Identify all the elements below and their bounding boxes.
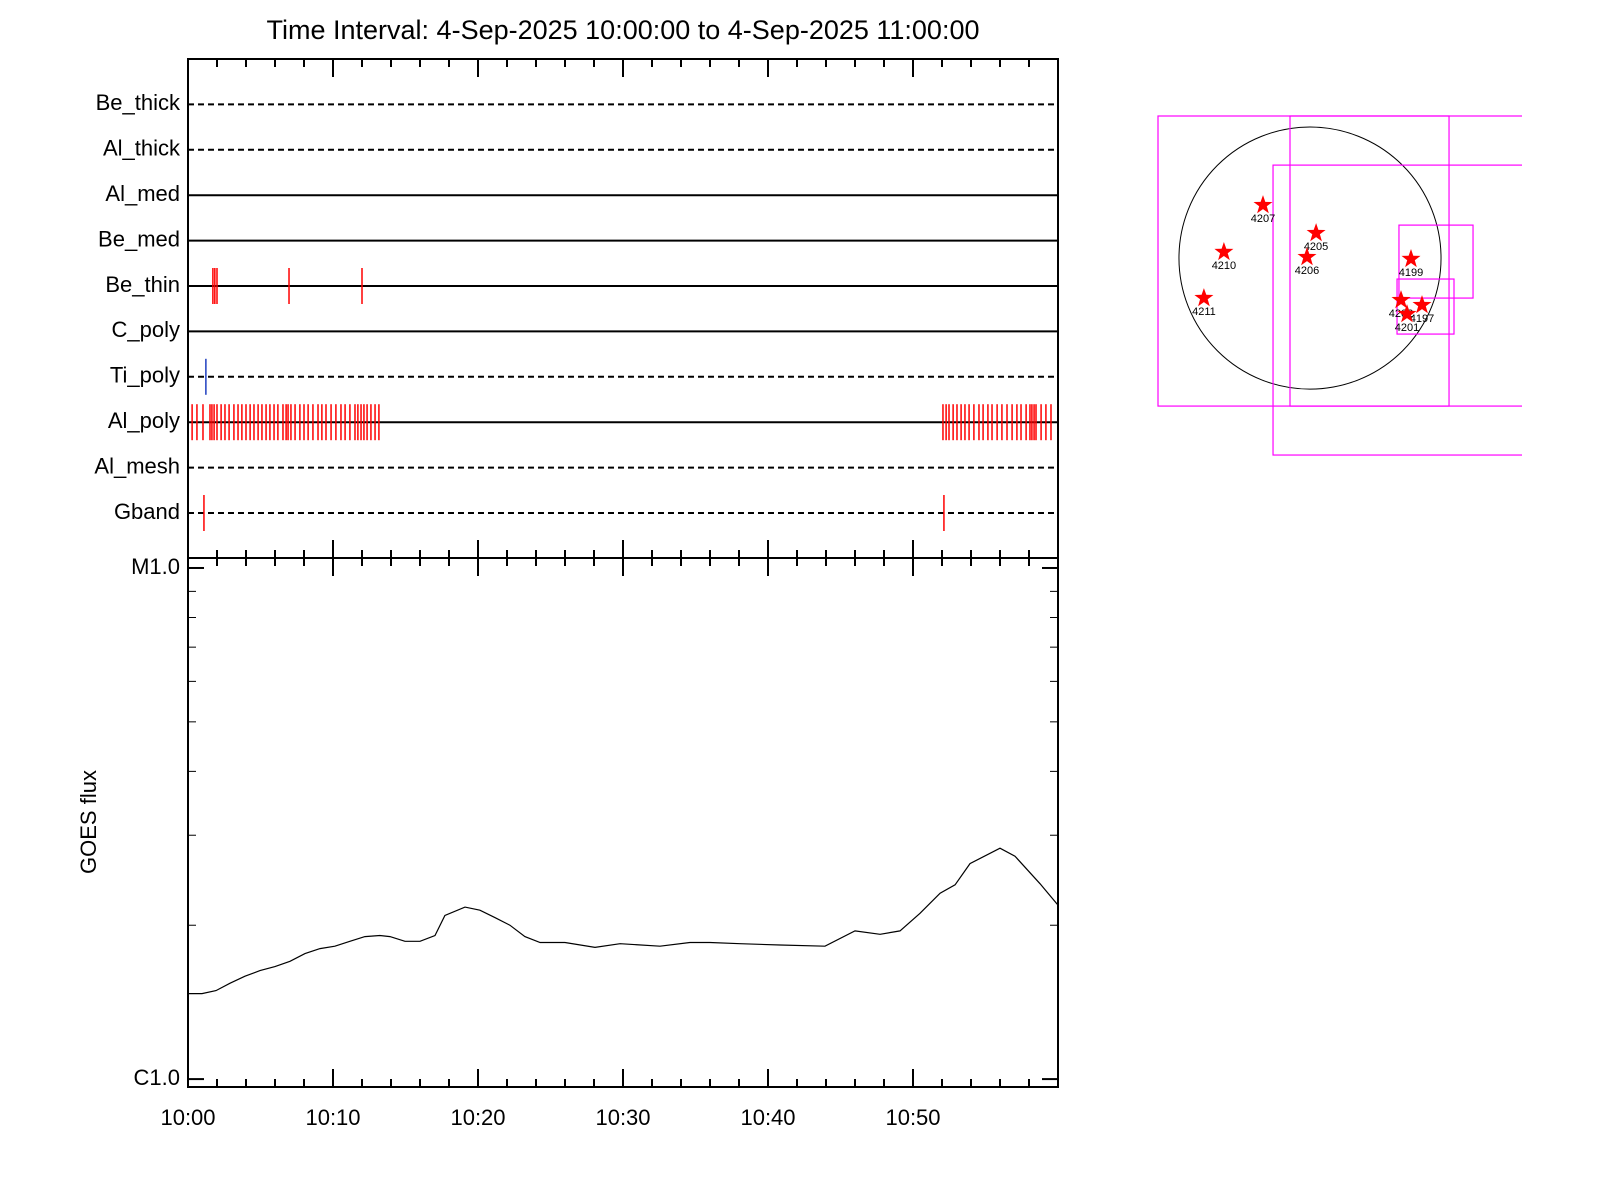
region-marker [1306, 223, 1326, 242]
channel-label: Al_med [105, 181, 180, 206]
channel-label: Be_thick [96, 90, 181, 115]
fov-box [1289, 115, 1522, 407]
x-tick-label: 10:30 [595, 1105, 650, 1130]
channel-label: Al_thick [103, 136, 181, 161]
region-marker [1391, 290, 1411, 309]
flux-frame [187, 557, 1059, 1088]
y-tick-label: C1.0 [134, 1065, 180, 1090]
region-label: 4201 [1395, 322, 1419, 334]
region-marker [1253, 195, 1273, 214]
fov-box [1398, 224, 1474, 299]
region-label: 4205 [1304, 241, 1328, 253]
y-axis-label: GOES flux [76, 770, 101, 874]
region-label: 4211 [1192, 306, 1216, 318]
region-marker [1412, 295, 1432, 314]
x-tick-label: 10:40 [740, 1105, 795, 1130]
chart-title: Time Interval: 4-Sep-2025 10:00:00 to 4-… [267, 15, 980, 45]
channel-label: Be_med [98, 226, 180, 251]
channel-label: Be_thin [105, 272, 180, 297]
channel-label: Al_mesh [94, 453, 180, 478]
channel-label: Al_poly [108, 408, 180, 433]
solar-disk [1178, 126, 1442, 390]
x-tick-label: 10:10 [305, 1105, 360, 1130]
region-label: 4210 [1212, 260, 1236, 272]
flux-line [188, 847, 1059, 995]
x-tick-label: 10:50 [885, 1105, 940, 1130]
channel-label: Ti_poly [110, 363, 180, 388]
region-label: 4207 [1251, 213, 1275, 225]
region-marker [1214, 242, 1234, 261]
x-tick-label: 10:20 [450, 1105, 505, 1130]
fov-box [1272, 164, 1522, 456]
region-marker [1194, 288, 1214, 307]
region-label: 4206 [1295, 265, 1319, 277]
channel-label: Gband [114, 499, 180, 524]
region-label: 4199 [1399, 267, 1423, 279]
region-marker [1401, 249, 1421, 268]
region-marker [1397, 304, 1417, 323]
channel-label: C_poly [112, 317, 180, 342]
x-tick-label: 10:00 [160, 1105, 215, 1130]
region-marker [1297, 247, 1317, 266]
timeline-frame [187, 58, 1059, 559]
region-label: 4197 [1410, 313, 1434, 325]
y-tick-label: M1.0 [131, 554, 180, 579]
